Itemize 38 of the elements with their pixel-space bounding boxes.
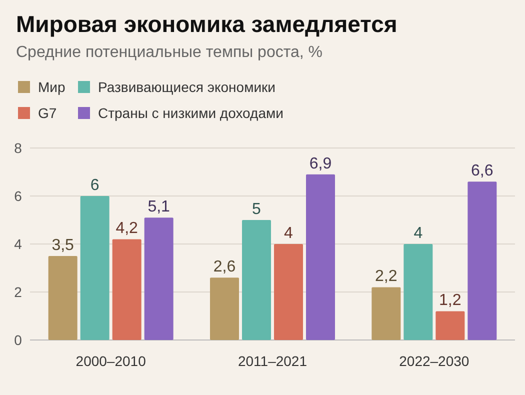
legend-label: Развивающиеся экономики bbox=[98, 79, 276, 95]
bar bbox=[306, 174, 335, 340]
data-label: 1,2 bbox=[439, 292, 462, 310]
y-tick-label: 4 bbox=[14, 236, 22, 252]
y-tick-label: 8 bbox=[14, 140, 22, 156]
bar bbox=[436, 311, 465, 340]
legend-label: G7 bbox=[38, 105, 57, 121]
legend-label: Мир bbox=[38, 79, 66, 95]
x-tick-label: 2022–2030 bbox=[399, 353, 470, 369]
data-label: 4 bbox=[414, 225, 423, 242]
chart-subtitle: Средние потенциальные темпы роста, % bbox=[16, 44, 323, 61]
data-label: 2,2 bbox=[375, 268, 398, 286]
x-tick-label: 2011–2021 bbox=[238, 353, 308, 369]
data-label: 6,9 bbox=[309, 155, 332, 172]
legend-label: Страны с низкими доходами bbox=[98, 105, 284, 121]
bar bbox=[48, 256, 78, 340]
bar bbox=[468, 182, 497, 340]
bar bbox=[372, 287, 401, 340]
chart-title: Мировая экономика замедляется bbox=[16, 11, 398, 37]
y-tick-label: 6 bbox=[14, 188, 22, 204]
bar bbox=[242, 220, 271, 340]
data-label: 6 bbox=[90, 177, 100, 194]
y-tick-label: 0 bbox=[14, 332, 22, 348]
data-label: 2,6 bbox=[213, 258, 236, 276]
x-tick-label: 2000–2010 bbox=[76, 353, 146, 369]
bar bbox=[144, 218, 174, 340]
bar bbox=[112, 239, 142, 340]
bar bbox=[404, 244, 433, 340]
bar bbox=[80, 196, 110, 340]
data-label: 4 bbox=[284, 225, 294, 242]
bar bbox=[210, 278, 239, 340]
data-label: 6,6 bbox=[471, 162, 494, 180]
data-label: 3,5 bbox=[52, 237, 74, 254]
data-label: 5 bbox=[252, 201, 262, 218]
bar bbox=[274, 244, 303, 340]
data-label: 4,2 bbox=[116, 220, 138, 238]
y-tick-label: 2 bbox=[14, 284, 22, 300]
data-label: 5,1 bbox=[148, 198, 170, 216]
